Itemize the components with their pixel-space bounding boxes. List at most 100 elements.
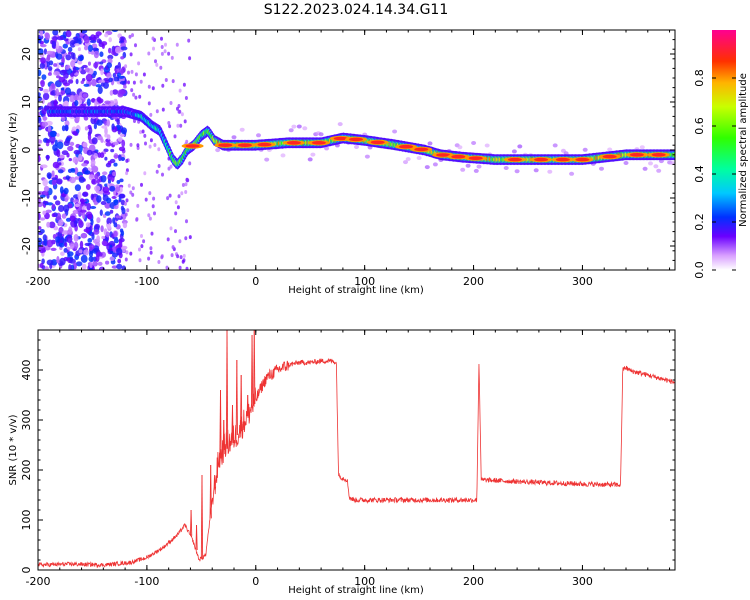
spectrogram-halo-cell	[503, 166, 509, 170]
spectrogram-peak-cell	[451, 154, 466, 159]
spectrogram-noise-cell	[102, 171, 108, 176]
spectrogram-noise-cell	[55, 200, 61, 206]
spectrogram-peak-cell	[555, 157, 570, 162]
spectrogram-noise-cell	[174, 211, 178, 216]
x-tick-label: 300	[572, 575, 593, 588]
spectrogram-noise-cell	[168, 193, 172, 198]
spectrogram-noise-cell	[73, 241, 79, 250]
spectrogram-noise-cell	[58, 219, 64, 227]
spectrogram-noise-cell	[115, 46, 122, 54]
spectrogram-noise-cell	[176, 123, 180, 128]
spectrogram-noise-cell	[157, 164, 161, 168]
spectrogram-halo-cell	[288, 128, 294, 133]
spectrogram-noise-cell	[151, 86, 155, 91]
spectrogram-noise-cell	[74, 203, 80, 208]
spectrogram-noise-cell	[80, 69, 87, 75]
spectrogram-noise-cell	[178, 88, 182, 93]
spectrogram-y-ticks: -20 -10 0 10 20	[20, 29, 675, 271]
spectrogram-noise-cell	[100, 225, 104, 233]
spectrogram-noise-cell	[52, 161, 60, 169]
spectrogram-noise-cell	[125, 171, 129, 176]
spectrogram-noise-cell	[97, 152, 102, 158]
spectrogram-peak-cell	[468, 156, 483, 160]
spectrogram-noise-cell	[58, 62, 65, 66]
spectrogram-noise-cell	[148, 216, 152, 221]
spectrogram-noise-cell	[40, 57, 46, 64]
spectrogram-noise-cell	[41, 108, 47, 115]
spectrogram-noise-cell	[85, 184, 91, 190]
spectrogram-noise-cell	[170, 253, 174, 258]
spectrogram-noise-cell	[174, 229, 177, 234]
spectrogram-noise-cell	[70, 60, 76, 68]
spectrogram-noise-cell	[129, 52, 133, 57]
y-tick-label: -20	[20, 237, 33, 255]
spectrogram-noise-cell	[178, 265, 182, 270]
spectrogram-noise-cell	[77, 191, 82, 200]
spectrogram-noise-cell	[111, 196, 117, 199]
snr-spike	[240, 374, 243, 429]
spectrogram-noise-cell	[91, 178, 98, 185]
spectrogram-noise-cell	[129, 142, 133, 147]
spectrogram-noise-cell	[113, 98, 118, 103]
spectrogram-noise-cell	[180, 191, 184, 196]
spectrogram-noise-cell	[48, 85, 53, 93]
spectrogram-noise-cell	[72, 199, 80, 203]
spectrogram-peak-cell	[237, 143, 252, 147]
spectrogram-noise-cell	[53, 195, 57, 201]
spectrogram-noise-cell	[64, 87, 72, 95]
spectrogram-halo-cell	[231, 135, 237, 140]
spectrogram-noise-cell	[59, 186, 64, 194]
spectrogram-noise-cell	[134, 95, 138, 100]
spectrogram-noise-cell	[97, 86, 103, 95]
spectrogram-noise-cell	[42, 200, 49, 205]
spectrogram-noise-cell	[116, 119, 120, 125]
spectrogram-noise-cell	[95, 255, 100, 262]
x-tick-label: 0	[252, 575, 259, 588]
spectrogram-noise-cell	[96, 119, 103, 126]
spectrogram-halo-cell	[239, 127, 245, 132]
spectrogram-noise-cell	[68, 158, 73, 162]
spectrogram-noise-cell	[169, 164, 173, 169]
spectrogram-noise-cell	[99, 209, 103, 216]
spectrogram-noise-cell	[73, 66, 77, 74]
spectrogram-noise-cell	[96, 217, 101, 224]
spectrogram-halo-cell	[416, 156, 422, 160]
y-tick-label: 0	[20, 567, 33, 574]
spectrogram-noise-cell	[113, 162, 118, 167]
spectrogram-noise-cell	[63, 248, 68, 253]
spectrogram-noise-cell	[107, 174, 112, 181]
spectrogram-noise-cell	[147, 51, 151, 56]
spectrogram-noise-cell	[120, 46, 128, 51]
spectrogram-noise-cell	[105, 260, 110, 265]
spectrogram-noise-cell	[119, 228, 124, 233]
spectrogram-noise-cell	[88, 61, 91, 66]
spectrogram-noise-cell	[88, 126, 93, 135]
y-tick-label: 0	[20, 147, 33, 154]
spectrogram-noise-cell	[107, 134, 111, 140]
spectrogram-halo-cell	[264, 157, 270, 162]
spectrogram-noise-cell	[182, 82, 186, 87]
spectrogram-noise-cell	[89, 262, 93, 269]
spectrogram-noise-cell	[118, 241, 123, 248]
spectrogram-noise-cell	[124, 64, 128, 69]
spectrogram-noise-cell	[74, 100, 79, 107]
spectrogram-halo-cell	[427, 141, 433, 146]
snr-panel: -200 -100 0 100 200 300 0 100 200 300 400 Height …	[8, 329, 676, 596]
spectrogram-noise-cell	[124, 212, 128, 217]
spectrogram-noise-cell	[44, 266, 49, 270]
spectrogram-noise-cell	[53, 71, 60, 76]
spectrogram-noise-cell	[118, 154, 122, 162]
spectrogram-noise-cell	[109, 256, 115, 262]
spectrogram-noise-cell	[81, 162, 88, 167]
spectrogram-noise-cell	[84, 67, 90, 73]
spectrogram-noise-cell	[140, 234, 143, 238]
spectrogram-noise-cell	[149, 246, 153, 251]
spectrogram-noise-cell	[44, 32, 51, 41]
spectrogram-noise-cell	[65, 65, 70, 70]
spectrogram-noise-cell	[127, 70, 130, 75]
spectrogram-noise-cell	[93, 152, 98, 159]
spectrogram-noise-cell	[40, 164, 48, 169]
spectrogram-halo-cell	[639, 145, 645, 150]
spectrogram-noise-cell	[93, 62, 99, 69]
spectrogram-noise-cell	[110, 148, 115, 153]
